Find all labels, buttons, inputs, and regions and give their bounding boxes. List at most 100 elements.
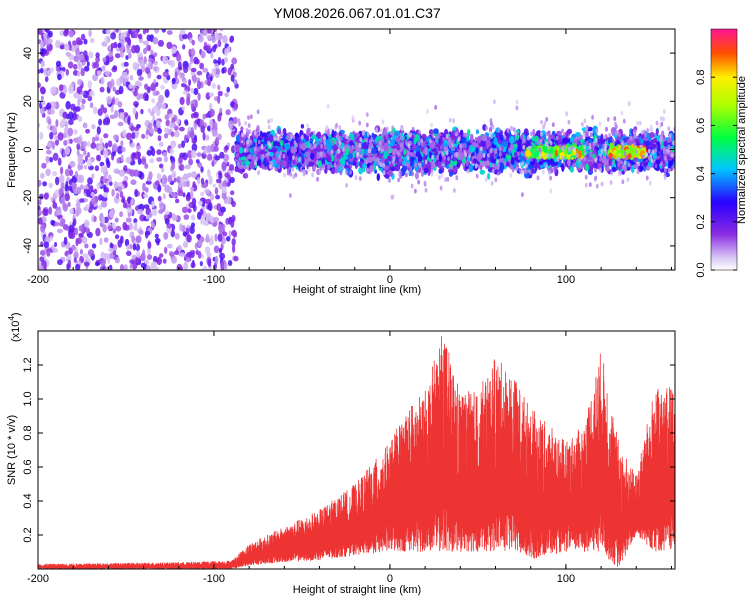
spectrogram-point	[193, 78, 197, 84]
spectrogram-point	[202, 131, 206, 141]
spectrogram-point	[79, 198, 85, 203]
spectrogram-point	[44, 29, 50, 33]
spectrogram-point	[123, 61, 129, 67]
spectrogram-point	[221, 67, 225, 74]
spectrogram-point	[163, 155, 168, 163]
spectrogram-point	[124, 238, 130, 247]
spectrogram-point	[103, 149, 109, 159]
spectrogram-point	[168, 251, 174, 257]
spectrogram-point	[217, 84, 221, 91]
spectrogram-point	[224, 145, 229, 151]
spectrogram-point	[202, 113, 206, 120]
spectrogram-point	[63, 43, 70, 51]
spectrogram-point	[75, 263, 81, 270]
spectrogram-point	[50, 196, 54, 202]
spectrogram-point	[135, 235, 142, 244]
spectrogram-point	[452, 167, 457, 173]
spectrogram-point	[217, 90, 223, 97]
spectrogram-point	[83, 50, 88, 58]
spectrogram-point	[213, 59, 218, 65]
spectrogram-point	[205, 145, 212, 154]
spectrogram-point	[71, 46, 76, 53]
spectrogram-point	[438, 169, 443, 174]
spectrogram-point	[114, 217, 119, 223]
spectrogram-point	[68, 119, 74, 126]
spectrogram-point	[206, 153, 213, 161]
spectrogram-point	[140, 262, 146, 268]
spectrogram-point	[97, 154, 101, 162]
spectrogram-point	[218, 172, 223, 180]
spectrogram-point	[152, 208, 158, 216]
spectrogram-point	[68, 30, 75, 38]
spectrogram-point	[99, 137, 103, 146]
spectrogram-point	[57, 259, 63, 266]
spectrogram-point	[316, 131, 322, 139]
spectrogram-point	[175, 198, 180, 204]
spectrogram-point	[75, 47, 80, 56]
spectrogram-point	[111, 154, 115, 161]
spectrogram-point	[65, 51, 71, 57]
spectrogram-point	[118, 169, 125, 177]
spectrogram-point	[183, 65, 189, 74]
spectrogram-point	[193, 123, 198, 130]
spectrogram-point	[219, 252, 226, 260]
spectrogram-point	[119, 191, 124, 199]
spectrogram-point	[122, 71, 128, 79]
spectrogram-point	[80, 68, 85, 77]
spectrogram-point	[285, 143, 290, 151]
spectrogram-point	[145, 29, 150, 34]
spectrogram-point	[197, 176, 201, 185]
spectrogram-point	[68, 169, 74, 177]
spectrogram-point	[448, 170, 454, 177]
spectrogram-point	[145, 230, 149, 239]
spectrogram-point	[385, 174, 390, 179]
spectrogram-point	[39, 131, 44, 140]
spectrogram-point	[48, 30, 53, 38]
spectrogram-point	[140, 158, 147, 165]
spectrogram-point	[219, 107, 223, 114]
spectrogram-point	[87, 140, 91, 148]
spectrogram-point	[158, 141, 164, 147]
spectrogram-point	[165, 119, 171, 127]
spectrogram-point	[239, 146, 244, 154]
spectrogram-point	[142, 182, 146, 192]
spectrogram-point	[115, 53, 121, 59]
spectrogram-point	[131, 132, 136, 140]
spectrogram-point	[231, 200, 236, 208]
spectrogram-point	[145, 187, 149, 193]
spectrogram-point	[220, 206, 226, 213]
spectrogram-point	[231, 145, 236, 154]
spectrogram-point	[178, 61, 182, 70]
spectrogram-point	[557, 161, 562, 167]
spectrogram-point	[165, 210, 170, 215]
spectrogram-point	[38, 217, 43, 225]
spectrogram-point	[51, 125, 58, 134]
spectrogram-point	[231, 57, 238, 65]
spectrogram-point	[200, 217, 206, 225]
spectrogram-point	[93, 61, 100, 69]
spectrogram-point	[147, 241, 152, 249]
spectrogram-point	[171, 117, 176, 124]
spectrogram-point	[327, 155, 332, 163]
spectrogram-point	[112, 228, 116, 234]
spectrogram-point	[94, 165, 100, 172]
spectrogram-point	[310, 134, 316, 140]
spectrogram-point	[216, 178, 222, 184]
spectrogram-point	[164, 133, 169, 139]
spectrogram-point	[152, 37, 159, 45]
spectrogram-point	[224, 172, 230, 178]
spectrogram-point	[76, 207, 82, 215]
spectrogram-point	[152, 105, 159, 113]
spectrogram-point	[113, 134, 119, 141]
spectrogram-point	[197, 240, 203, 247]
spectrogram-point	[211, 35, 216, 43]
spectrogram-point	[601, 155, 607, 164]
spectrogram-point	[433, 128, 439, 135]
spectrogram-point	[145, 129, 150, 135]
spectrogram-point	[657, 143, 661, 152]
spectrogram-point	[119, 112, 125, 120]
spectrogram-point	[47, 69, 52, 76]
spectrogram-point	[46, 149, 52, 155]
spectrogram-point	[214, 155, 221, 161]
spectrogram-point	[142, 29, 146, 35]
